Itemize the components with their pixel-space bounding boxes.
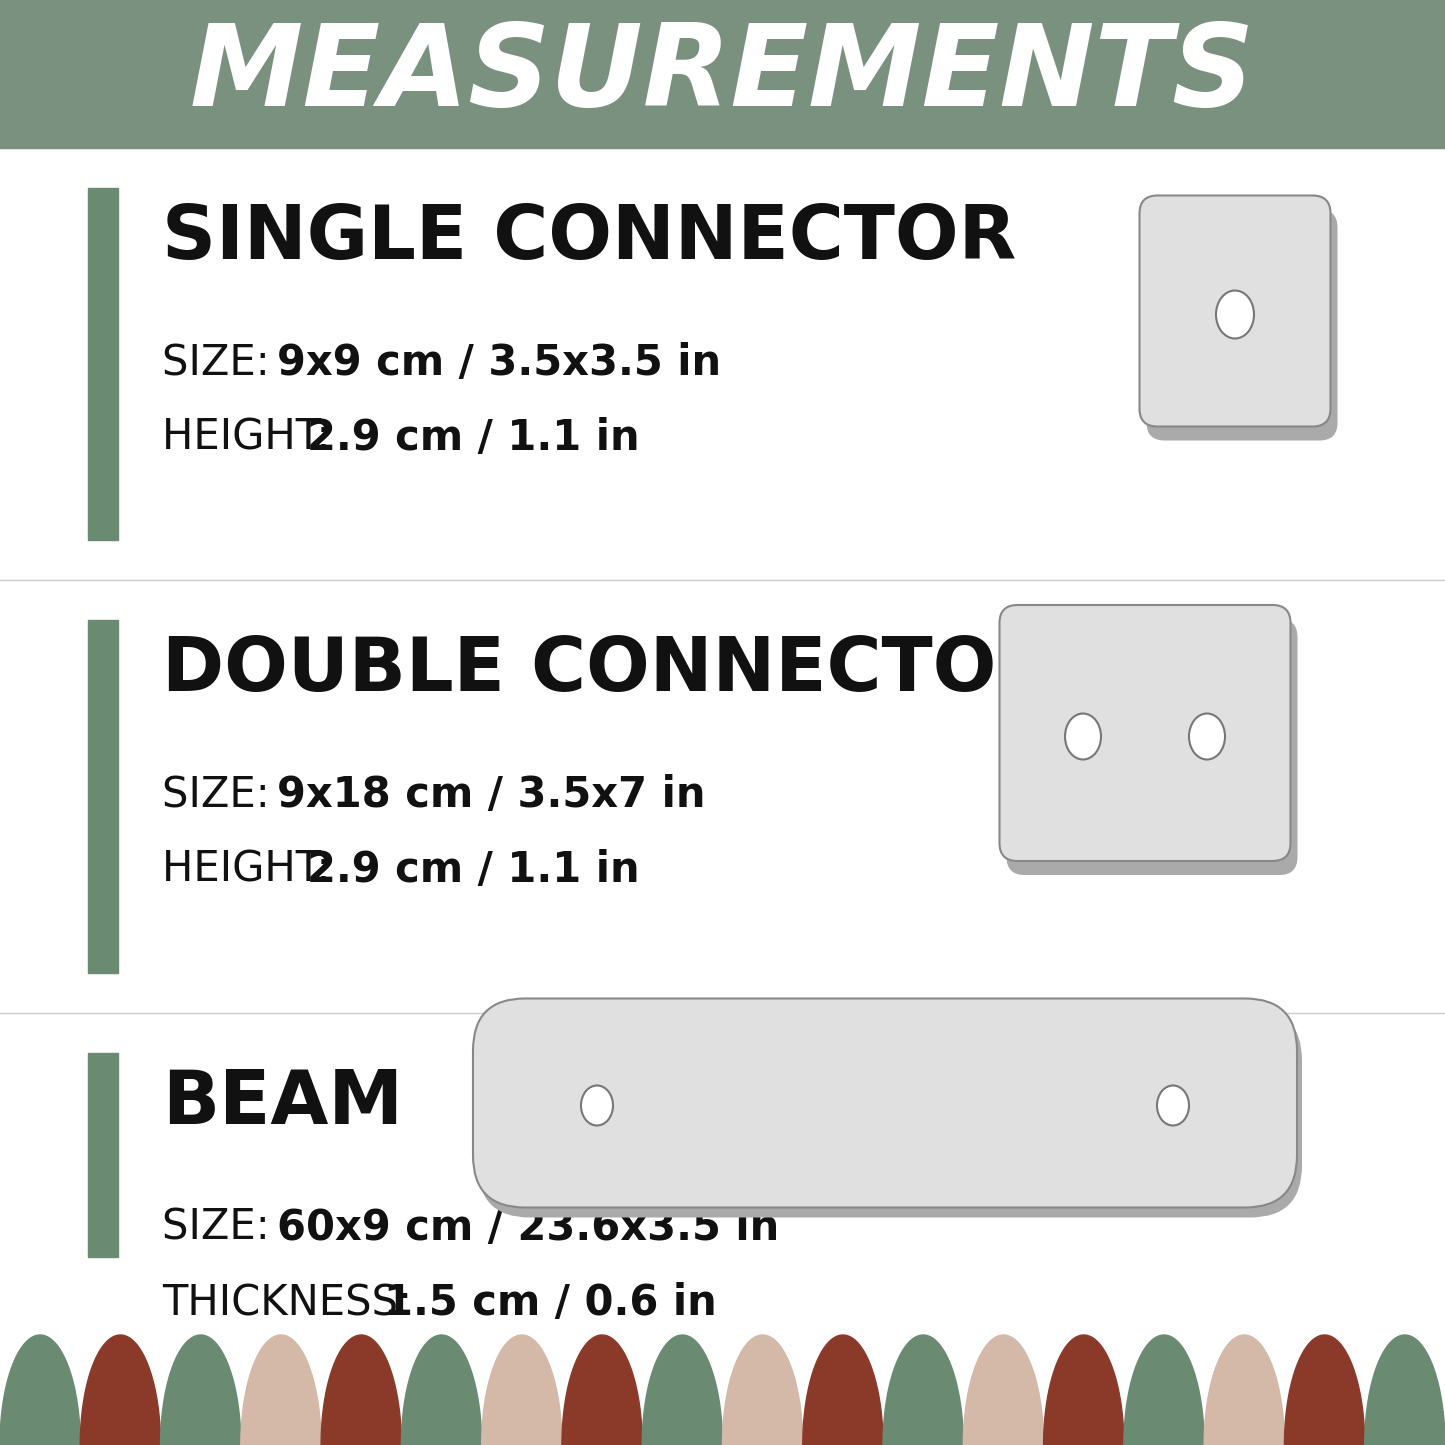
FancyBboxPatch shape xyxy=(473,998,1298,1208)
Text: MEASUREMENTS: MEASUREMENTS xyxy=(189,19,1254,130)
Ellipse shape xyxy=(1217,290,1254,338)
Text: HEIGHT:: HEIGHT: xyxy=(162,850,344,892)
Text: SIZE:: SIZE: xyxy=(162,342,283,384)
Ellipse shape xyxy=(1189,714,1225,760)
Polygon shape xyxy=(481,1335,562,1445)
FancyBboxPatch shape xyxy=(1140,195,1331,426)
FancyBboxPatch shape xyxy=(1000,605,1290,861)
Polygon shape xyxy=(803,1335,883,1445)
Text: DOUBLE CONNECTOR: DOUBLE CONNECTOR xyxy=(162,633,1053,707)
Polygon shape xyxy=(642,1335,722,1445)
Text: SIZE:: SIZE: xyxy=(162,775,283,816)
Bar xyxy=(0,0,1445,147)
Text: 1.5 cm / 0.6 in: 1.5 cm / 0.6 in xyxy=(384,1282,717,1324)
Polygon shape xyxy=(1285,1335,1364,1445)
Polygon shape xyxy=(562,1335,642,1445)
Polygon shape xyxy=(402,1335,481,1445)
Polygon shape xyxy=(81,1335,160,1445)
Ellipse shape xyxy=(1157,1085,1189,1126)
Ellipse shape xyxy=(1065,714,1101,760)
Text: SINGLE CONNECTOR: SINGLE CONNECTOR xyxy=(162,201,1016,275)
Text: SIZE:: SIZE: xyxy=(162,1207,283,1248)
FancyBboxPatch shape xyxy=(478,1009,1302,1218)
Text: 9x9 cm / 3.5x3.5 in: 9x9 cm / 3.5x3.5 in xyxy=(277,342,721,384)
Text: 60x9 cm / 23.6x3.5 in: 60x9 cm / 23.6x3.5 in xyxy=(277,1207,779,1248)
Text: 2.9 cm / 1.1 in: 2.9 cm / 1.1 in xyxy=(306,418,640,460)
FancyBboxPatch shape xyxy=(1146,210,1338,441)
Polygon shape xyxy=(1124,1335,1204,1445)
Bar xyxy=(88,188,118,540)
Ellipse shape xyxy=(581,1085,613,1126)
Polygon shape xyxy=(1204,1335,1285,1445)
Polygon shape xyxy=(0,1335,81,1445)
Polygon shape xyxy=(321,1335,402,1445)
Text: BEAM: BEAM xyxy=(162,1066,403,1140)
Text: 2.9 cm / 1.1 in: 2.9 cm / 1.1 in xyxy=(306,850,640,892)
Text: THICKNESS:: THICKNESS: xyxy=(162,1282,425,1324)
Text: 9x18 cm / 3.5x7 in: 9x18 cm / 3.5x7 in xyxy=(277,775,705,816)
Bar xyxy=(88,1053,118,1257)
Polygon shape xyxy=(160,1335,241,1445)
Polygon shape xyxy=(1364,1335,1445,1445)
Polygon shape xyxy=(722,1335,803,1445)
Text: HEIGHT:: HEIGHT: xyxy=(162,418,344,460)
Polygon shape xyxy=(1043,1335,1124,1445)
Polygon shape xyxy=(883,1335,964,1445)
FancyBboxPatch shape xyxy=(1007,618,1298,876)
Bar xyxy=(88,620,118,972)
Polygon shape xyxy=(241,1335,321,1445)
Polygon shape xyxy=(964,1335,1043,1445)
